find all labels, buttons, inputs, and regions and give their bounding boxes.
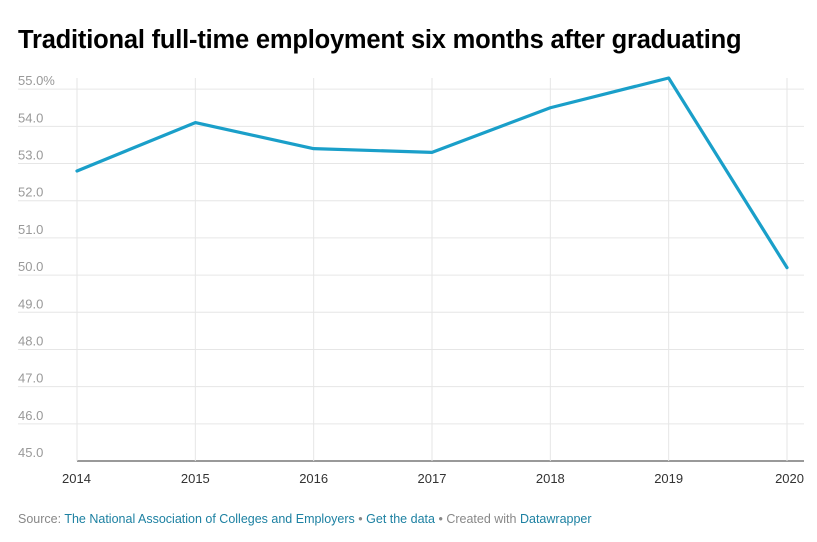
footer-bullet: •	[438, 512, 443, 526]
y-tick-label: 50.0	[18, 259, 43, 274]
y-tick-label: 49.0	[18, 296, 43, 311]
x-axis-ticks: 2014 2015 2016 2017 2018 2019 2020	[62, 471, 804, 486]
chart-footer: Source: The National Association of Coll…	[18, 512, 592, 526]
y-tick-label: 55.0%	[18, 73, 55, 88]
y-tick-label: 45.0	[18, 445, 43, 460]
y-tick-label: 54.0	[18, 110, 43, 125]
created-with-label: Created with	[446, 512, 517, 526]
source-label: Source:	[18, 512, 62, 526]
y-tick-label: 48.0	[18, 333, 43, 348]
source-link[interactable]: The National Association of Colleges and…	[64, 512, 355, 526]
vertical-gridlines	[76, 78, 788, 461]
y-tick-label: 47.0	[18, 371, 43, 386]
x-tick-label: 2014	[62, 471, 91, 486]
x-tick-label: 2018	[536, 471, 565, 486]
series-group	[75, 76, 789, 270]
series-line	[75, 76, 789, 270]
footer-bullet: •	[358, 512, 363, 526]
get-data-link[interactable]: Get the data	[366, 512, 435, 526]
x-tick-label: 2019	[654, 471, 683, 486]
y-tick-label: 53.0	[18, 148, 43, 163]
chart-title: Traditional full-time employment six mon…	[18, 26, 742, 54]
y-tick-label: 51.0	[18, 222, 43, 237]
y-tick-label: 52.0	[18, 185, 43, 200]
x-tick-label: 2016	[299, 471, 328, 486]
line-chart: 45.0 46.0 47.0 48.0 49.0 50.0 51.0 52.0 53.0 54.0…	[18, 73, 804, 486]
y-axis-ticks: 45.0 46.0 47.0 48.0 49.0 50.0 51.0 52.0 53.0 54.0…	[18, 73, 55, 460]
x-tick-label: 2017	[418, 471, 447, 486]
x-tick-label: 2020	[775, 471, 804, 486]
horizontal-gridlines	[18, 88, 804, 462]
x-tick-label: 2015	[181, 471, 210, 486]
datawrapper-link[interactable]: Datawrapper	[519, 512, 592, 526]
y-tick-label: 46.0	[18, 408, 43, 423]
